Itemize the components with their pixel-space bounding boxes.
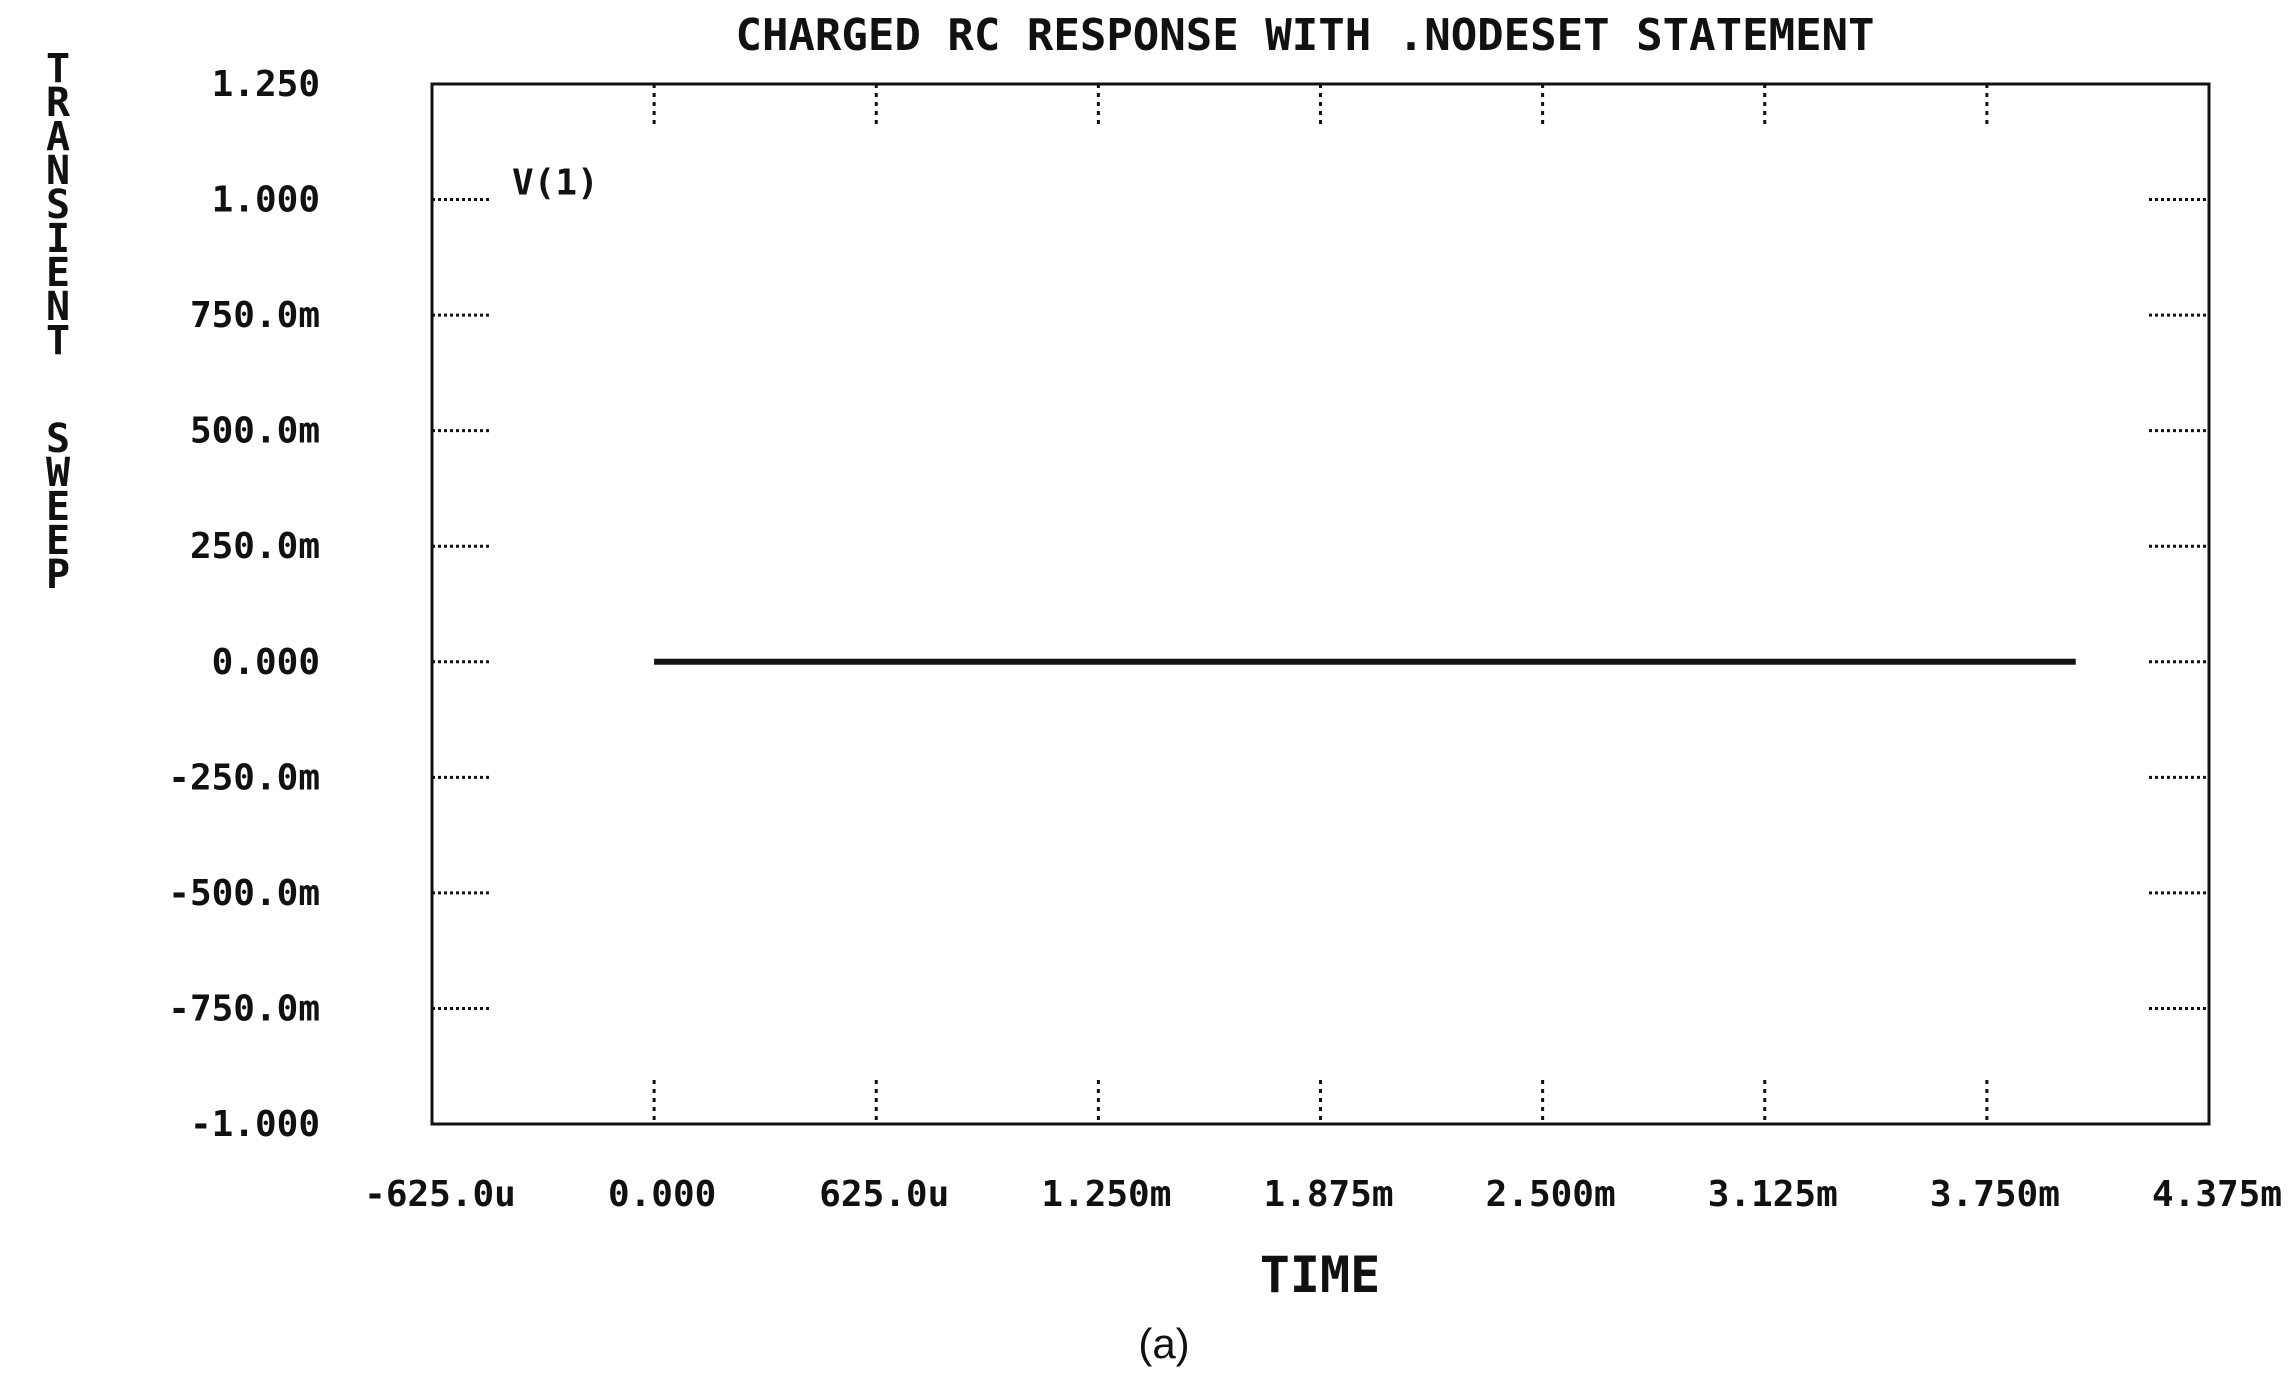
x-tick-label: 3.125m — [1708, 1174, 1838, 1215]
y-tick-label: -1.000 — [190, 1104, 320, 1145]
x-tick-label: 0.000 — [608, 1174, 716, 1215]
x-tick-label: 4.375m — [2152, 1174, 2282, 1215]
x-tick-label: 3.750m — [1930, 1174, 2060, 1215]
y-tick-label: 1.000 — [212, 180, 320, 221]
y-tick-label: 250.0m — [190, 526, 320, 567]
y-tick-label: 0.000 — [212, 642, 320, 683]
y-tick-label: 750.0m — [190, 295, 320, 336]
y-tick-label: -500.0m — [168, 873, 320, 914]
x-axis-ticks: -625.0u 0.000 625.0u 1.250m 1.875m 2.500m 3.12… — [364, 84, 2282, 1215]
y-tick-label: 500.0m — [190, 411, 320, 452]
chart-title: CHARGED RC RESPONSE WITH .NODESET STATEM… — [735, 10, 1874, 61]
figure-caption: (a) — [1138, 1320, 1189, 1367]
x-tick-label: 2.500m — [1486, 1174, 1616, 1215]
x-axis-label: TIME — [1260, 1246, 1380, 1304]
series-legend-label: V(1) — [512, 163, 599, 204]
y-tick-label: -750.0m — [168, 988, 320, 1029]
plot-frame — [430, 82, 2211, 1126]
x-tick-label: 625.0u — [819, 1174, 949, 1215]
y-tick-label: -250.0m — [168, 757, 320, 798]
series-layer: V(1) — [512, 163, 2076, 665]
y-tick-label: 1.250 — [212, 64, 320, 105]
y-axis-ticks: 1.250 1.000 750.0m 500.0m 250.0m 0.000 -250.0m… — [168, 64, 2209, 1145]
x-tick-label: -625.0u — [364, 1174, 516, 1215]
x-tick-label: 1.875m — [1263, 1174, 1393, 1215]
x-tick-label: 1.250m — [1041, 1174, 1171, 1215]
